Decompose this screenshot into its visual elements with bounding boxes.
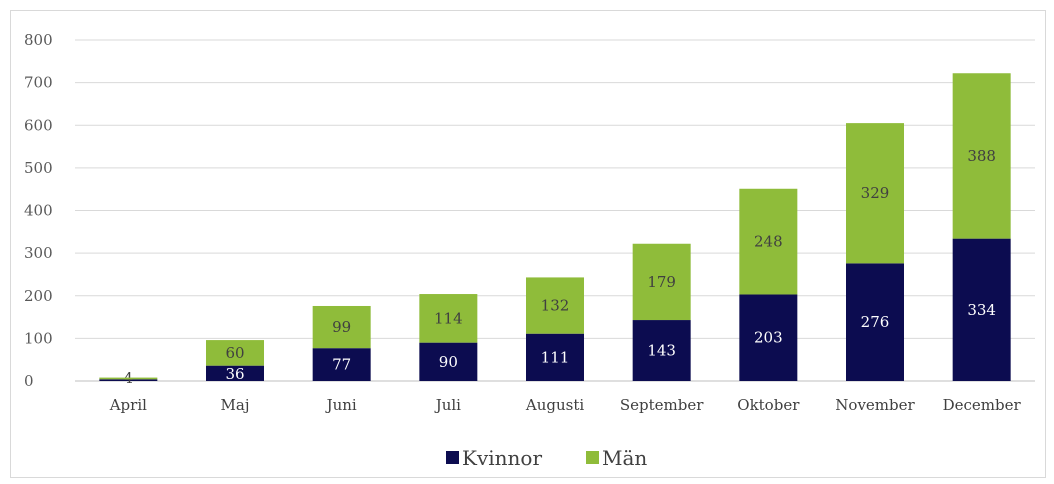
x-tick-label: Juni — [325, 396, 357, 414]
data-label: 329 — [861, 184, 890, 202]
bar-kvinnor — [99, 379, 158, 381]
data-label: 99 — [332, 318, 351, 336]
bar-kvinnor — [846, 263, 904, 381]
y-tick-label: 400 — [24, 202, 53, 220]
bar-män — [739, 188, 798, 295]
data-label: 111 — [541, 348, 570, 366]
x-tick-label: November — [835, 396, 915, 414]
data-label: 77 — [332, 356, 351, 374]
bar-kvinnor — [739, 294, 798, 381]
y-tick-label: 800 — [24, 31, 53, 49]
bar-män — [99, 377, 158, 380]
y-tick-label: 300 — [24, 244, 53, 262]
data-label: 334 — [967, 301, 996, 319]
x-tick-label: April — [109, 396, 147, 414]
bar-män — [419, 294, 478, 343]
x-tick-label: December — [943, 396, 1022, 414]
bar-kvinnor — [419, 342, 478, 381]
y-tick-label: 100 — [24, 329, 53, 347]
bar-kvinnor — [206, 365, 264, 381]
legend-label: Män — [602, 446, 647, 470]
data-label: 276 — [861, 313, 890, 331]
bar-män — [632, 243, 691, 321]
y-tick-label: 200 — [24, 287, 53, 305]
x-tick-label: Oktober — [737, 396, 800, 414]
y-tick-label: 700 — [24, 74, 53, 92]
bar-män — [526, 277, 584, 334]
data-label: 60 — [225, 344, 244, 362]
bar-kvinnor — [312, 348, 371, 381]
legend-swatch — [446, 451, 459, 464]
x-tick-label: Juli — [434, 396, 461, 414]
bar-män — [952, 73, 1011, 239]
data-label: 203 — [754, 329, 783, 347]
bar-män — [846, 123, 904, 264]
bar-kvinnor — [526, 333, 584, 381]
x-tick-label: September — [620, 396, 704, 414]
data-label: 388 — [967, 147, 996, 165]
bar-kvinnor — [952, 238, 1011, 381]
y-tick-label: 0 — [24, 372, 34, 390]
x-tick-label: Maj — [221, 396, 250, 414]
y-tick-label: 500 — [24, 159, 53, 177]
data-label: 132 — [541, 297, 570, 315]
bar-män — [206, 340, 264, 366]
legend-label: Kvinnor — [462, 446, 542, 470]
data-label: 179 — [647, 273, 676, 291]
data-label: 248 — [754, 233, 783, 251]
x-tick-label: Augusti — [525, 396, 584, 414]
data-label: 36 — [225, 365, 244, 383]
legend-swatch — [586, 451, 599, 464]
data-label: 143 — [647, 342, 676, 360]
bar-kvinnor — [632, 320, 691, 381]
y-tick-label: 600 — [24, 116, 53, 134]
data-label: 114 — [434, 309, 463, 327]
data-label: 90 — [439, 353, 458, 371]
bar-män — [312, 305, 371, 349]
